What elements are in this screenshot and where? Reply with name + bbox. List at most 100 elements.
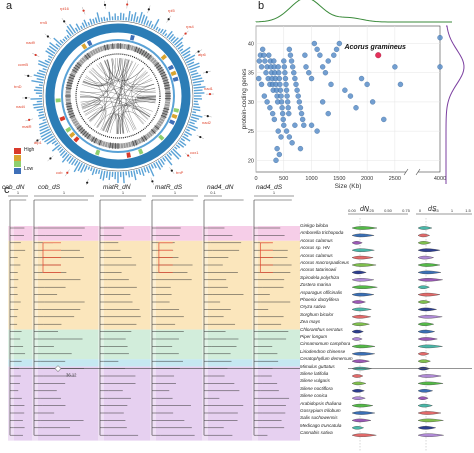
outer-bar (192, 111, 197, 114)
legend-high-label: High (24, 147, 35, 153)
legend-swatch (14, 167, 21, 174)
heat-segment (59, 116, 66, 122)
data-point (301, 122, 307, 128)
data-point (336, 40, 343, 47)
panel-fade (98, 226, 104, 441)
circos-link (104, 60, 144, 81)
gray-tick (76, 62, 82, 67)
heat-segment (138, 148, 144, 155)
violin (351, 337, 363, 341)
circos-link (104, 60, 155, 88)
outer-bar (193, 103, 199, 106)
gray-tick (139, 48, 143, 55)
violin (417, 278, 443, 282)
outer-bar (57, 146, 62, 151)
data-point (256, 58, 263, 64)
data-point (319, 64, 326, 70)
outer-bar (61, 152, 68, 159)
violin (417, 329, 436, 334)
outer-bar (89, 18, 93, 25)
outer-bar (155, 161, 162, 171)
panel-fade (150, 226, 156, 441)
outer-bar (39, 123, 48, 129)
data-point (283, 87, 290, 93)
gray-tick (65, 90, 72, 92)
label-leader (108, 183, 110, 185)
gray-tick (65, 87, 72, 89)
gray-tick (86, 133, 91, 140)
x-tick-label: 0 (254, 176, 257, 182)
outer-axis-ring (42, 20, 194, 172)
data-point (258, 64, 265, 70)
data-point (285, 105, 291, 111)
outer-bar (130, 170, 133, 178)
outer-bar (192, 80, 205, 84)
label-marker (208, 92, 212, 96)
data-point (314, 128, 320, 134)
outer-bar (127, 171, 131, 178)
outer-bar (61, 153, 70, 163)
species-label: Arabidopsis thaliana (300, 400, 342, 406)
species-label: Chloranthus serratus (300, 326, 343, 332)
x-tick-label: 1500 (333, 176, 345, 182)
dn-tick-label: 0.50 (384, 208, 393, 213)
violin (417, 359, 431, 363)
outer-bar (186, 128, 190, 132)
circos-link (122, 100, 156, 134)
violin (351, 403, 373, 408)
ds-tick-label: 1 (451, 208, 454, 213)
circos-link (96, 64, 144, 82)
gray-tick (158, 119, 165, 123)
outer-bar (145, 166, 150, 174)
outer-bar (122, 171, 125, 184)
gray-tick (93, 137, 97, 144)
circos-link (80, 94, 107, 130)
gray-tick (152, 127, 158, 132)
label-marker (170, 169, 173, 172)
gene-label: rpl16 (60, 6, 69, 11)
circos-link (107, 113, 134, 133)
outer-bar (157, 160, 164, 168)
outer-bar (36, 72, 46, 76)
outer-bar (193, 86, 206, 89)
outer-bar (31, 80, 44, 84)
outer-bar (87, 21, 91, 26)
header-cob-dn: cob_dN (2, 184, 25, 191)
gray-tick (109, 142, 111, 149)
data-point (347, 93, 354, 99)
outer-bar (59, 39, 64, 44)
gene-label: atp6 (198, 52, 206, 57)
data-point (281, 58, 287, 64)
data-point (331, 52, 337, 58)
violin (351, 359, 370, 363)
outer-bar (48, 55, 53, 59)
data-point (266, 52, 272, 58)
legend-low-label: Low (24, 166, 34, 172)
outer-bar (42, 67, 47, 71)
species-label: Acorus tatarinowii (300, 267, 337, 273)
data-point (280, 116, 286, 123)
circos-link (81, 58, 114, 108)
outer-bar (190, 118, 197, 123)
outer-bar (77, 162, 83, 172)
heat-segment (81, 43, 88, 50)
right-marginal-density (445, 25, 465, 184)
outer-bar (191, 113, 203, 118)
gray-tick (66, 84, 73, 87)
outer-bar (51, 144, 61, 152)
outer-bar (140, 14, 146, 24)
circos-plot (22, 0, 214, 185)
data-point (317, 52, 323, 58)
violin (417, 337, 438, 341)
outer-bar (33, 74, 45, 79)
data-point (289, 64, 296, 70)
gray-tick (78, 60, 84, 65)
scale-label: 1 (63, 190, 66, 195)
circos-link (80, 91, 151, 117)
gray-tick (160, 114, 167, 118)
outer-bar (192, 77, 203, 81)
axis-break-mark (415, 168, 421, 176)
y-tick-label: 40 (248, 42, 254, 48)
data-point (281, 64, 288, 70)
gray-tick (163, 81, 170, 85)
